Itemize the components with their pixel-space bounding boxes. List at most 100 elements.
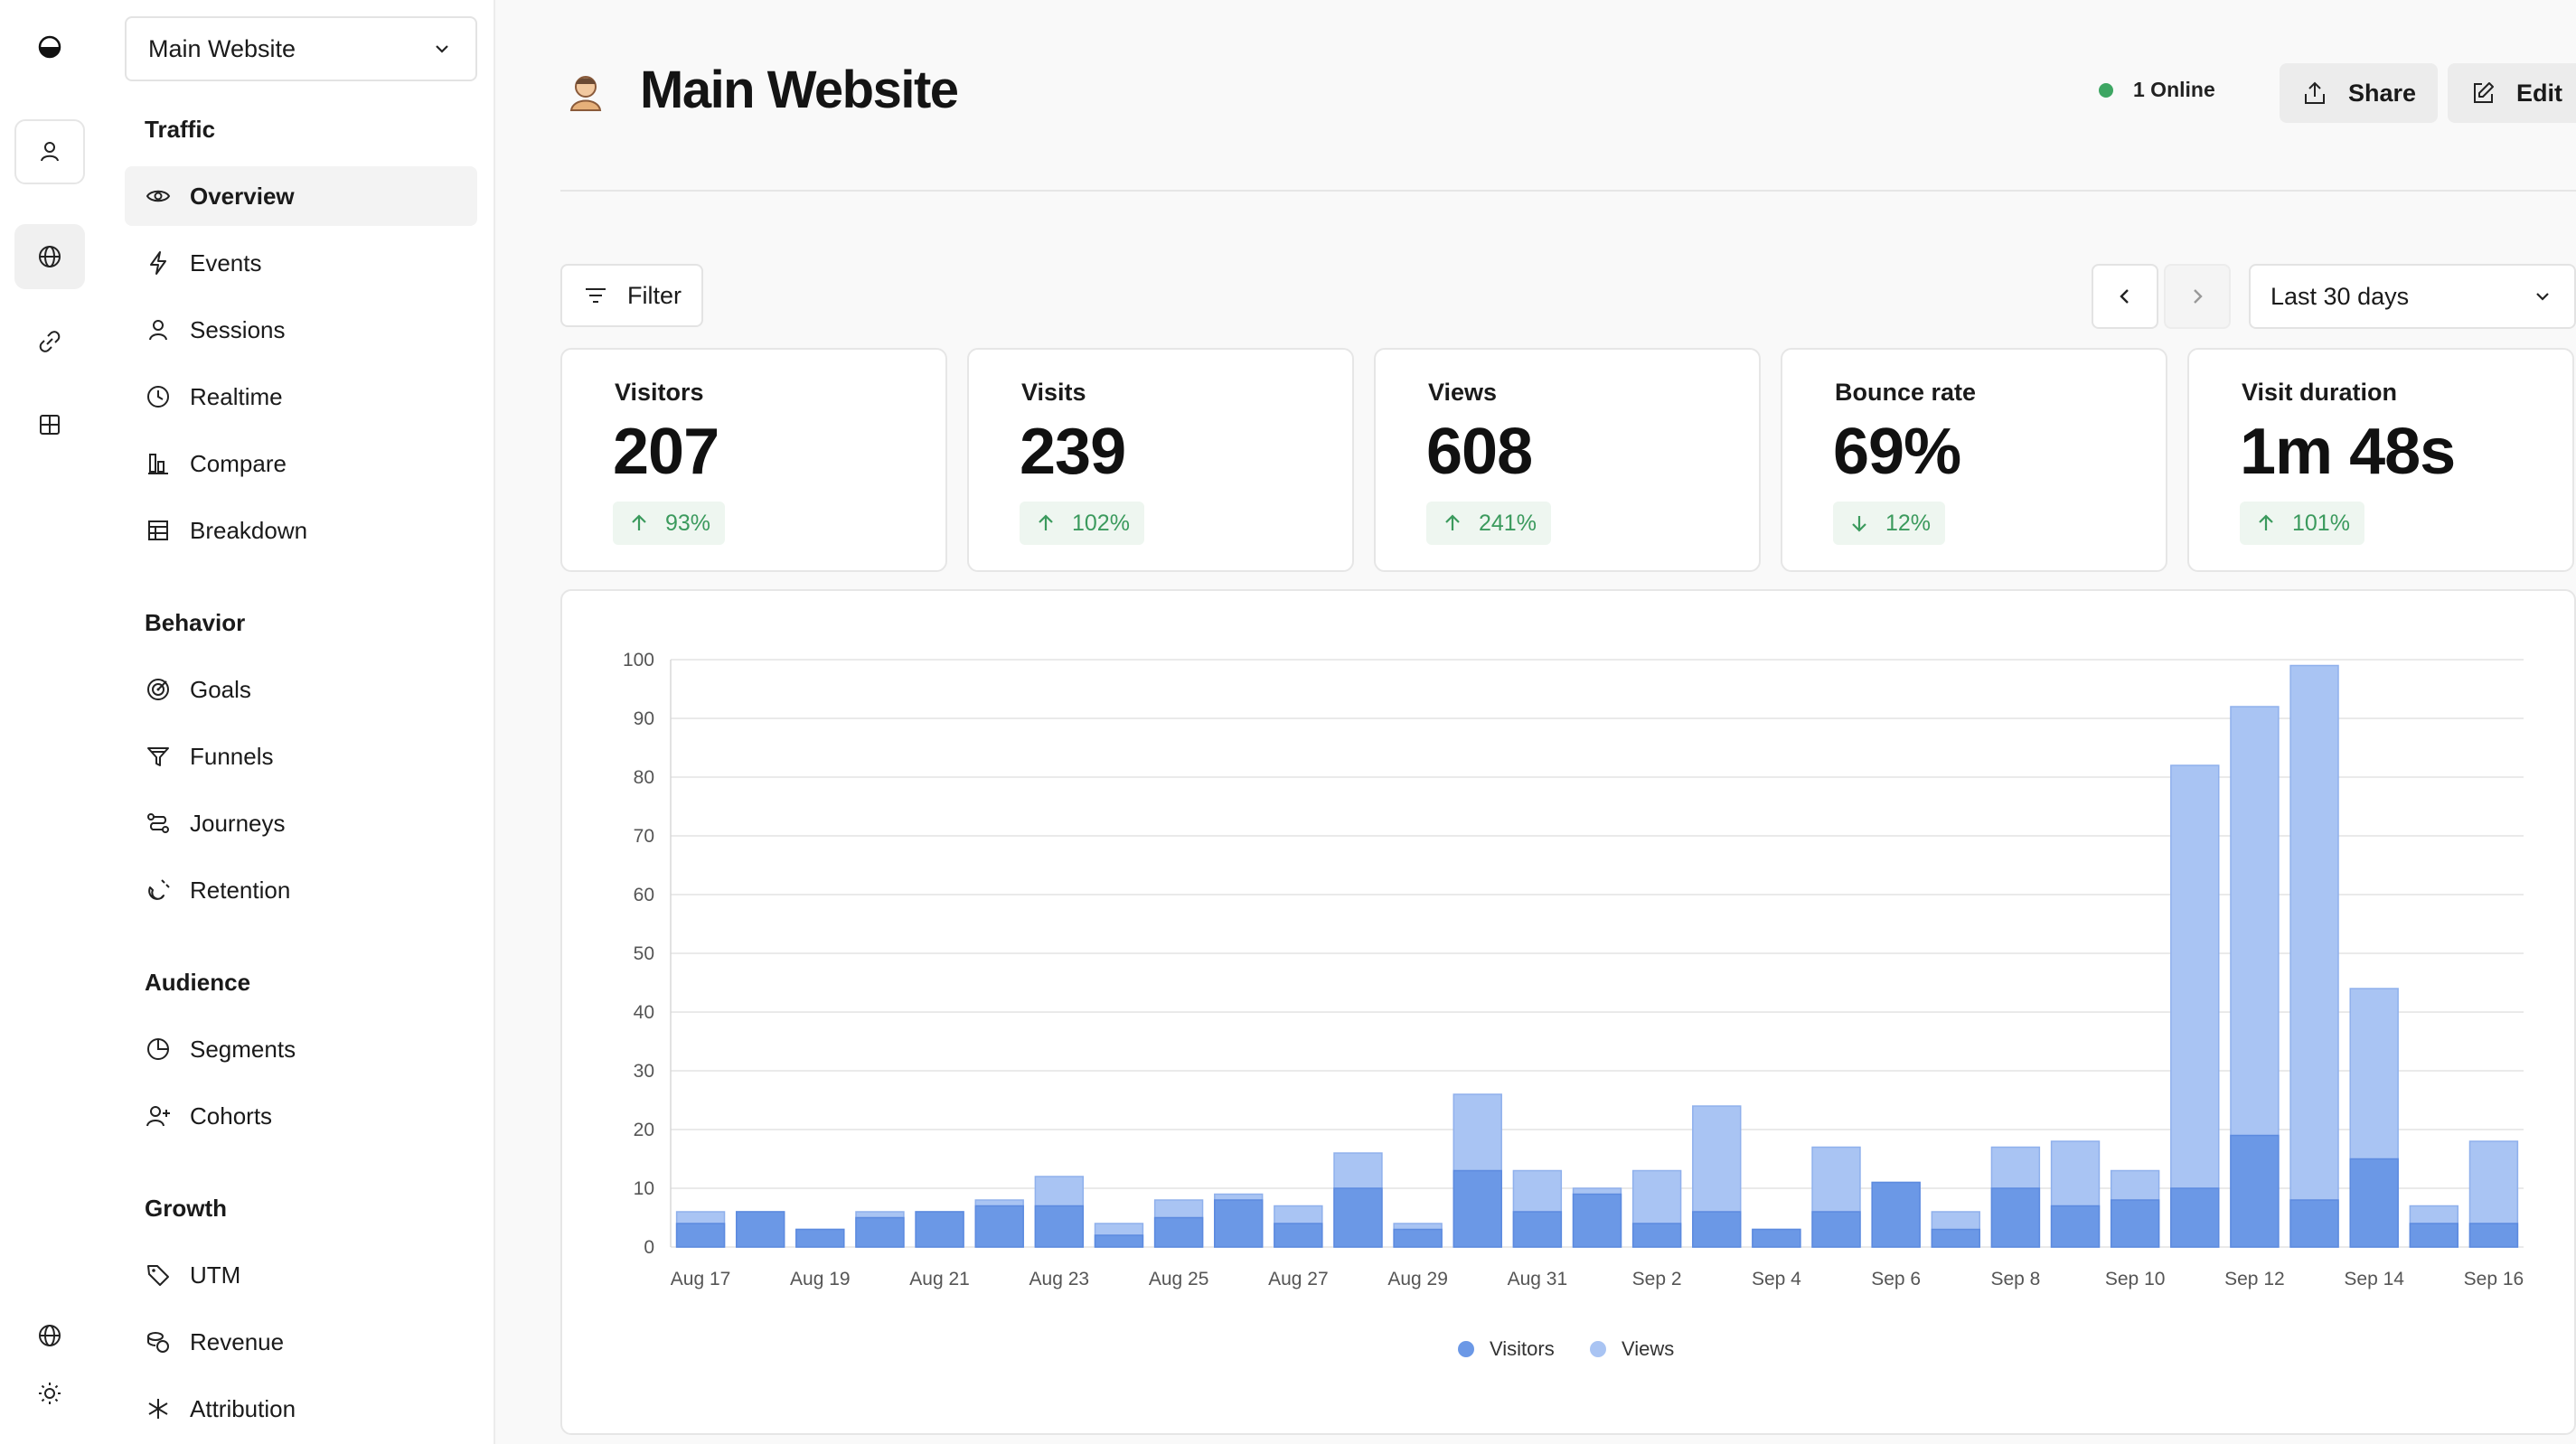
sidebar-item-label: Realtime	[190, 382, 283, 410]
metric-card-visits: Visits 239 102%	[967, 348, 1354, 572]
legend-swatch	[1590, 1341, 1606, 1357]
x-tick-label: Aug 23	[1029, 1269, 1090, 1289]
edit-button[interactable]: Edit	[2448, 63, 2576, 123]
bar-visitors	[1871, 1181, 1921, 1248]
sidebar-item-compare[interactable]: Compare	[125, 434, 477, 493]
metric-label: Views	[1428, 379, 1498, 406]
bar-visitors	[855, 1216, 905, 1248]
x-tick-label: Aug 29	[1387, 1269, 1448, 1289]
sidebar-item-label: UTM	[190, 1261, 241, 1289]
bar-visitors	[1034, 1205, 1085, 1248]
language-globe-icon[interactable]	[14, 1303, 85, 1368]
magnet-icon	[148, 879, 170, 900]
section-title-behavior: Behavior	[145, 609, 246, 636]
logo-icon[interactable]	[14, 14, 85, 80]
section-title-traffic: Traffic	[145, 116, 216, 143]
x-tick-label: Aug 17	[671, 1269, 731, 1289]
website-selector[interactable]: Main Website	[125, 16, 477, 81]
sidebar-item-retention[interactable]: Retention	[125, 860, 477, 920]
tag-icon	[147, 1265, 169, 1286]
bar-visitors	[915, 1211, 964, 1248]
sidebar-item-cohorts[interactable]: Cohorts	[125, 1086, 477, 1146]
y-tick-label: 40	[634, 1002, 654, 1023]
icon-rail	[0, 0, 107, 1444]
sidebar-item-journeys[interactable]: Journeys	[125, 793, 477, 853]
sidebar-item-attribution[interactable]: Attribution	[125, 1379, 477, 1439]
sidebar-item-events[interactable]: Events	[125, 233, 477, 293]
legend-swatch	[1458, 1341, 1474, 1357]
metric-value: 608	[1426, 416, 1533, 488]
sidebar-item-breakdown[interactable]: Breakdown	[125, 501, 477, 560]
sidebar-item-overview[interactable]: Overview	[125, 166, 477, 226]
sidebar-item-utm[interactable]: UTM	[125, 1245, 477, 1305]
arrow-up-icon	[2259, 514, 2273, 530]
metric-label: Visitors	[615, 379, 704, 406]
eye-icon	[146, 190, 171, 202]
bar-visitors	[1153, 1216, 1204, 1248]
share-label: Share	[2348, 79, 2417, 107]
traffic-bar-chart: 0 10 20 30 40 50 60 70 80 90 100 Aug 17 Aug 19 Aug 21…	[623, 650, 2524, 1360]
bar-visitors	[1811, 1211, 1861, 1248]
sidebar: Main Website Traffic Overview Events Ses…	[105, 0, 495, 1444]
metric-change-badge: 102%	[1020, 502, 1144, 545]
globe-icon[interactable]	[14, 224, 85, 289]
y-tick-label: 70	[634, 826, 654, 847]
online-count: 1 Online	[2133, 78, 2215, 101]
header-divider	[560, 190, 2576, 192]
bar-visitors	[795, 1228, 845, 1248]
grid-icon[interactable]	[14, 392, 85, 457]
chevron-down-icon	[2536, 293, 2549, 301]
metric-label: Bounce rate	[1835, 379, 1977, 406]
user-icon[interactable]	[14, 119, 85, 184]
bar-visitors	[1752, 1228, 1801, 1248]
bar-visitors	[2110, 1199, 2160, 1248]
filter-button[interactable]: Filter	[560, 264, 703, 327]
date-range-selector[interactable]: Last 30 days	[2249, 264, 2576, 329]
metric-change: 93%	[665, 510, 711, 536]
previous-period-button[interactable]	[2092, 264, 2158, 329]
bar-visitors	[2468, 1223, 2519, 1248]
metric-card-visit-duration: Visit duration 1m 48s 101%	[2187, 348, 2574, 572]
y-tick-label: 0	[644, 1237, 654, 1258]
bar-visitors	[1333, 1187, 1383, 1248]
arrow-up-icon	[632, 514, 646, 530]
sidebar-item-sessions[interactable]: Sessions	[125, 300, 477, 360]
x-tick-label: Sep 4	[1752, 1269, 1801, 1289]
y-tick-label: 30	[634, 1061, 654, 1082]
sidebar-item-label: Goals	[190, 675, 251, 703]
legend-label: Visitors	[1490, 1337, 1555, 1360]
bar-visitors	[1931, 1228, 1980, 1248]
metric-change-badge: 101%	[2240, 502, 2364, 545]
x-tick-label: Sep 10	[2105, 1269, 2166, 1289]
x-tick-label: Aug 21	[909, 1269, 970, 1289]
arrow-up-icon	[1445, 514, 1460, 530]
y-tick-label: 90	[634, 708, 654, 729]
sidebar-item-goals[interactable]: Goals	[125, 660, 477, 719]
bar-visitors	[1214, 1199, 1264, 1248]
main-content: Main Website 1 Online Share Edit Filter …	[494, 0, 2576, 1444]
chevron-right-icon	[2194, 289, 2203, 304]
y-tick-label: 10	[634, 1178, 654, 1199]
bar-visitors	[2409, 1223, 2459, 1248]
sidebar-item-revenue[interactable]: Revenue	[125, 1312, 477, 1372]
next-period-button[interactable]	[2164, 264, 2231, 329]
share-button[interactable]: Share	[2280, 63, 2439, 123]
x-tick-label: Sep 16	[2464, 1269, 2524, 1289]
online-indicator: 1 Online	[2099, 78, 2215, 102]
metric-change: 12%	[1885, 510, 1932, 536]
arrow-up-icon	[1039, 514, 1053, 530]
x-tick-label: Aug 19	[790, 1269, 851, 1289]
sidebar-item-funnels[interactable]: Funnels	[125, 727, 477, 786]
metric-card-bounce-rate: Bounce rate 69% 12%	[1781, 348, 2167, 572]
link-icon[interactable]	[14, 309, 85, 374]
coins-icon	[147, 1332, 169, 1353]
pie-chart-icon	[147, 1038, 169, 1060]
sidebar-item-segments[interactable]: Segments	[125, 1019, 477, 1079]
bar-visitors	[1512, 1211, 1563, 1248]
x-tick-label: Sep 14	[2344, 1269, 2404, 1289]
metric-change-badge: 12%	[1833, 502, 1946, 545]
bar-visitors	[1094, 1234, 1144, 1248]
sidebar-item-realtime[interactable]: Realtime	[125, 367, 477, 427]
sun-icon[interactable]	[14, 1361, 85, 1426]
legend-label: Views	[1622, 1337, 1674, 1360]
